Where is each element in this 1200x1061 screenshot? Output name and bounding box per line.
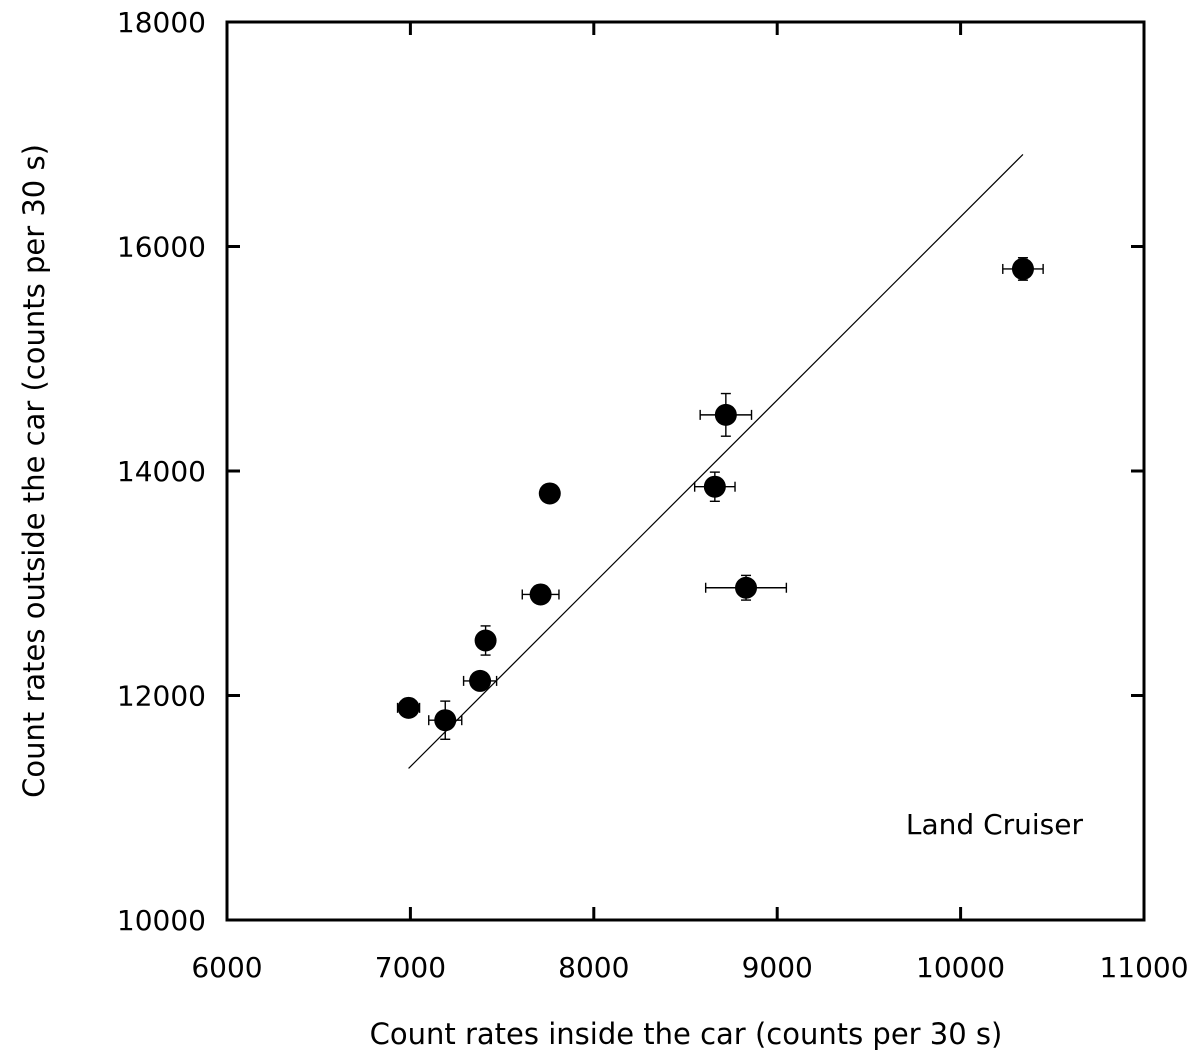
x-axis-label: Count rates inside the car (counts per 3… [370, 1017, 1003, 1051]
y-axis-label: Count rates outside the car (counts per … [17, 144, 51, 798]
data-point [1011, 257, 1034, 280]
x-tick-label: 7000 [375, 951, 446, 984]
y-tick-label: 10000 [117, 904, 206, 937]
x-tick-label: 10000 [916, 951, 1005, 984]
data-point [735, 576, 758, 599]
fit-line [408, 154, 1024, 769]
data-point [538, 482, 561, 505]
fit-line-layer [408, 154, 1024, 769]
y-tick-label: 16000 [117, 231, 206, 264]
annotation-label: Land Cruiser [906, 808, 1084, 841]
x-tick-label: 11000 [1099, 951, 1188, 984]
data-point [529, 583, 552, 606]
data-point [714, 403, 737, 426]
x-tick-label: 8000 [558, 951, 629, 984]
data-points [397, 257, 1034, 732]
y-tick-label: 14000 [117, 455, 206, 488]
y-tick-label: 12000 [117, 680, 206, 713]
data-point [434, 709, 457, 732]
x-tick-label: 9000 [742, 951, 813, 984]
data-point [703, 475, 726, 498]
x-tick-label: 6000 [191, 951, 262, 984]
plot-frame [225, 20, 1146, 922]
data-point [397, 696, 420, 719]
axis-tick-labels: 6000 7000 8000 9000 10000 11000 10000 12000 1400… [117, 6, 1189, 984]
data-point [469, 669, 492, 692]
data-point [474, 629, 497, 652]
axis-ticks [225, 20, 1146, 922]
error-bars [396, 257, 1044, 740]
y-tick-label: 18000 [117, 6, 206, 39]
